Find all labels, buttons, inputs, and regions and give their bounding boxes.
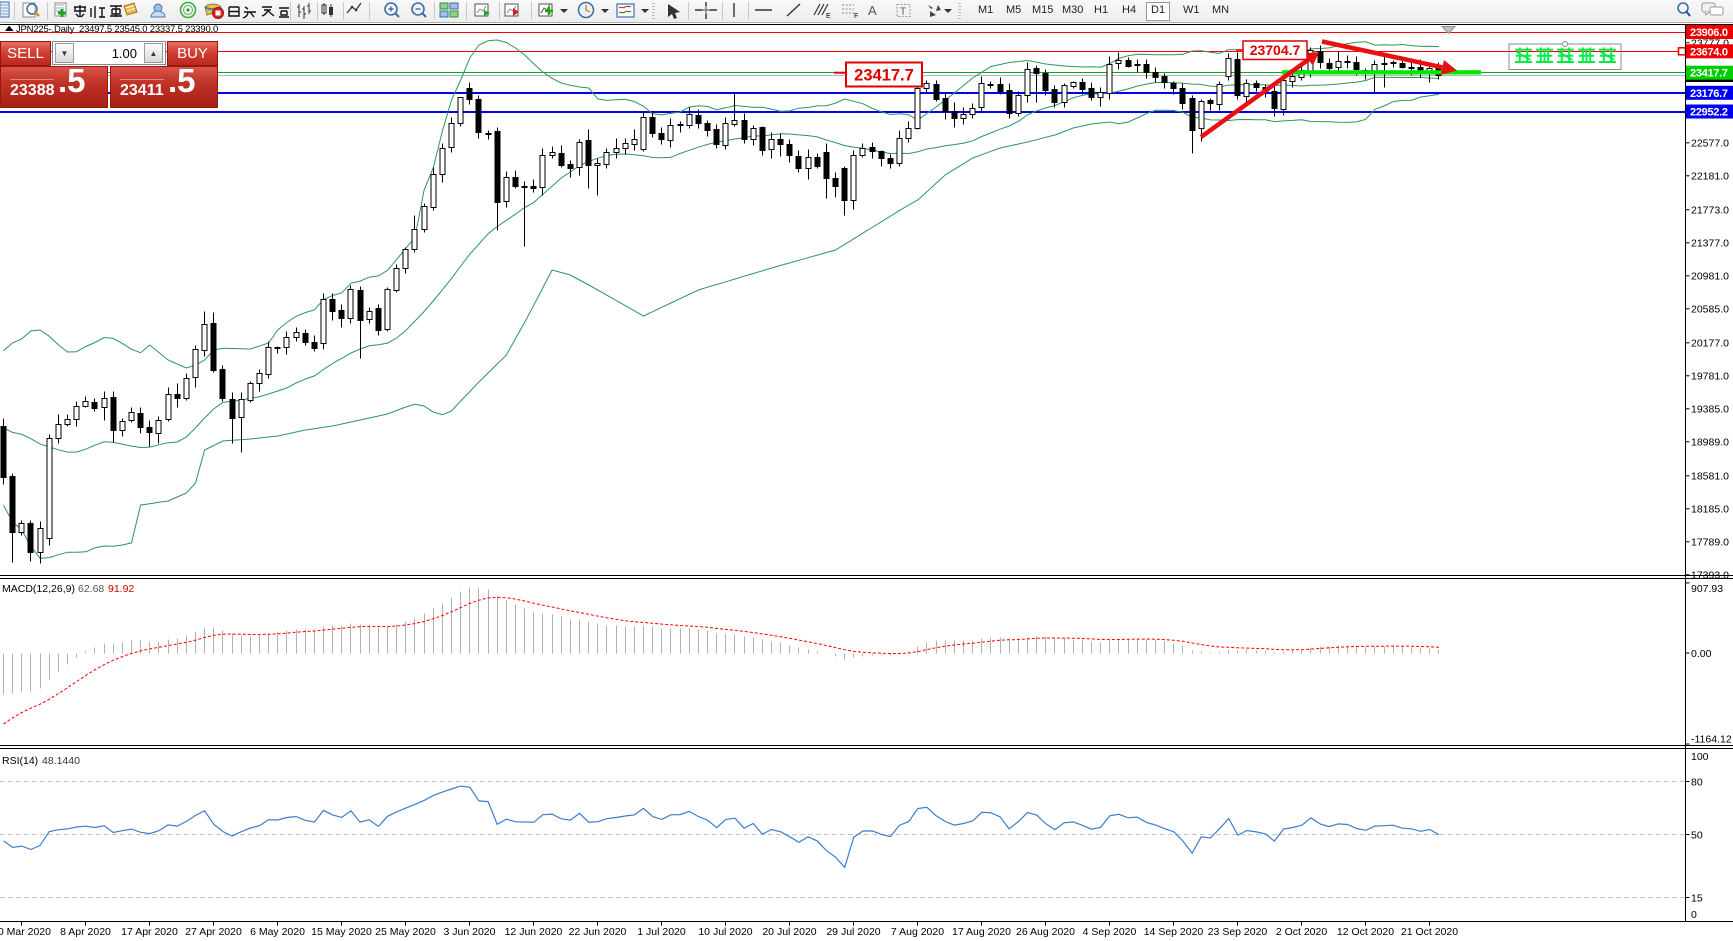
svg-text:12 Oct 2020: 12 Oct 2020 [1337, 926, 1394, 938]
svg-text:15 May 2020: 15 May 2020 [311, 926, 372, 938]
svg-text:91.92: 91.92 [108, 583, 134, 595]
svg-text:19385.0: 19385.0 [1691, 404, 1729, 416]
svg-text:F: F [854, 13, 858, 20]
svg-text:2 Oct 2020: 2 Oct 2020 [1276, 926, 1328, 938]
svg-text:27 Apr 2020: 27 Apr 2020 [185, 926, 242, 938]
svg-text:14 Sep 2020: 14 Sep 2020 [1144, 926, 1204, 938]
svg-text:E: E [826, 13, 831, 20]
svg-text:50: 50 [1691, 829, 1703, 841]
svg-text:18185.0: 18185.0 [1691, 504, 1729, 516]
svg-text:17 Apr 2020: 17 Apr 2020 [121, 926, 178, 938]
svg-text:48.1440: 48.1440 [42, 755, 80, 767]
svg-text:20177.0: 20177.0 [1691, 338, 1729, 350]
svg-text:907.93: 907.93 [1691, 583, 1723, 595]
svg-text:22 Jun 2020: 22 Jun 2020 [569, 926, 627, 938]
svg-text:17 Aug 2020: 17 Aug 2020 [952, 926, 1011, 938]
svg-text:A: A [868, 3, 877, 18]
svg-text:MACD(12,26,9): MACD(12,26,9) [2, 583, 75, 595]
svg-text:1 Jul 2020: 1 Jul 2020 [637, 926, 686, 938]
svg-text:18989.0: 18989.0 [1691, 437, 1729, 449]
svg-text:23704.7: 23704.7 [1250, 42, 1301, 58]
svg-text:23176.7: 23176.7 [1690, 88, 1728, 100]
svg-text:21 Oct 2020: 21 Oct 2020 [1401, 926, 1458, 938]
svg-text:17789.0: 17789.0 [1691, 537, 1729, 549]
svg-text:22952.2: 22952.2 [1690, 107, 1728, 119]
svg-text:22181.0: 22181.0 [1691, 171, 1729, 183]
svg-text:23497.5 23545.0 23337.5 23390.: 23497.5 23545.0 23337.5 23390.0 [79, 24, 218, 35]
svg-text:10 Jul 2020: 10 Jul 2020 [698, 926, 752, 938]
svg-text:JPN225-,Daily: JPN225-,Daily [16, 24, 75, 35]
svg-text:3 Jun 2020: 3 Jun 2020 [444, 926, 496, 938]
svg-text:22577.0: 22577.0 [1691, 138, 1729, 150]
svg-text:18581.0: 18581.0 [1691, 471, 1729, 483]
svg-text:19781.0: 19781.0 [1691, 371, 1729, 383]
svg-text:80: 80 [1691, 776, 1703, 788]
svg-text:29 Jul 2020: 29 Jul 2020 [826, 926, 880, 938]
svg-text:6 May 2020: 6 May 2020 [250, 926, 305, 938]
svg-text:0.00: 0.00 [1691, 648, 1712, 660]
svg-text:23417.7: 23417.7 [854, 67, 914, 85]
svg-text:23906.0: 23906.0 [1690, 27, 1728, 39]
svg-text:20 Jul 2020: 20 Jul 2020 [762, 926, 816, 938]
svg-text:20585.0: 20585.0 [1691, 304, 1729, 316]
svg-text:15: 15 [1691, 892, 1703, 904]
svg-text:62.68: 62.68 [78, 583, 104, 595]
svg-text:26 Aug 2020: 26 Aug 2020 [1016, 926, 1075, 938]
svg-text:20981.0: 20981.0 [1691, 271, 1729, 283]
svg-text:21773.0: 21773.0 [1691, 205, 1729, 217]
svg-text:25 May 2020: 25 May 2020 [375, 926, 436, 938]
svg-text:0: 0 [1691, 909, 1697, 921]
svg-text:12 Jun 2020: 12 Jun 2020 [505, 926, 563, 938]
svg-text:4 Sep 2020: 4 Sep 2020 [1083, 926, 1137, 938]
svg-text:RSI(14): RSI(14) [2, 755, 38, 767]
svg-text:7 Aug 2020: 7 Aug 2020 [891, 926, 944, 938]
svg-text:21377.0: 21377.0 [1691, 238, 1729, 250]
svg-text:8 Apr 2020: 8 Apr 2020 [60, 926, 111, 938]
svg-text:23674.0: 23674.0 [1690, 46, 1728, 58]
svg-text:-1164.12: -1164.12 [1691, 734, 1732, 746]
svg-text:23417.7: 23417.7 [1690, 68, 1728, 80]
svg-text:30 Mar 2020: 30 Mar 2020 [0, 926, 51, 938]
svg-text:100: 100 [1691, 751, 1709, 763]
svg-text:T: T [900, 7, 906, 18]
svg-text:23 Sep 2020: 23 Sep 2020 [1208, 926, 1268, 938]
